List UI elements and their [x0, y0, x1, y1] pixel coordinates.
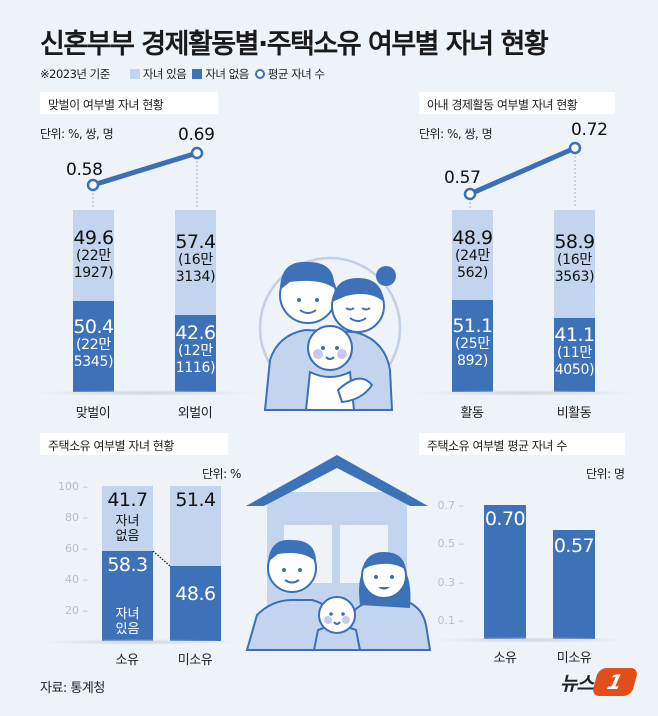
avg-value: 0.72: [571, 120, 608, 140]
baseline: [30, 390, 260, 396]
bar-owner-average: 0.70: [484, 505, 526, 639]
x-label: 미소유: [556, 651, 592, 666]
y-tick: 100 –: [58, 480, 88, 493]
bar-non-owner-average: 0.57: [553, 530, 595, 639]
x-label: 미소유: [177, 653, 213, 668]
legend-item-without-children: 자녀 없음: [192, 66, 249, 82]
unit-label: 단위: %, 쌍, 명: [419, 127, 493, 141]
logo-text: 뉴스: [560, 672, 594, 695]
x-label: 활동: [460, 406, 484, 421]
segment-without-children: 51.4: [170, 486, 221, 566]
bar-single-income: 57.4 (16만 3134) 42.6 (12만 1116): [175, 210, 216, 392]
y-tick: 40 –: [65, 573, 88, 586]
avg-value: 0.57: [444, 168, 481, 188]
unit-label: 단위: %: [202, 467, 241, 481]
page-title: 신혼부부 경제활동별·주택소유 여부별 자녀 현황: [40, 29, 549, 60]
segment-with-children: 49.6 (22만 1927): [73, 210, 114, 301]
segment-with-children: 58.9 (16만 3563): [554, 210, 595, 318]
baseline: [430, 637, 630, 643]
y-tick: 20 –: [65, 604, 88, 617]
unit-label: 단위: %, 쌍, 명: [40, 127, 114, 141]
segment-with-children: 57.4 (16만 3134): [175, 210, 216, 315]
y-tick: 60 –: [65, 542, 88, 555]
family-hug-illustration: [258, 256, 402, 411]
x-label: 소유: [493, 651, 517, 666]
dark-square-icon: [192, 69, 203, 79]
y-tick: 0.3 –: [437, 576, 465, 589]
segment-with-children: 48.9 (24만 562): [452, 210, 493, 300]
x-label: 외벌이: [177, 406, 213, 421]
avg-value: 0.69: [178, 125, 215, 145]
bar-non-owner: 51.4 48.6: [170, 486, 221, 641]
unit-label: 단위: 명: [586, 467, 625, 481]
bar-dual-income: 49.6 (22만 1927) 50.4 (22만 5345): [73, 210, 114, 392]
baseline: [40, 639, 240, 645]
segment-without-children: 41.7 자녀 없음: [102, 486, 153, 551]
legend-item-average: 평균 자녀 수: [254, 66, 325, 82]
x-label: 맞벌이: [75, 406, 111, 421]
news1-logo: 뉴스 1: [560, 668, 639, 696]
source-note: 자료: 통계청: [40, 681, 105, 696]
segment-without-children: 41.1 (11만 4050): [554, 318, 595, 392]
x-label: 소유: [115, 653, 139, 668]
segment-without-children: 42.6 (12만 1116): [175, 315, 216, 392]
y-tick: 0.7 –: [437, 499, 465, 512]
x-label: 비활동: [556, 406, 592, 421]
legend-item-with-children: 자녀 있음: [129, 66, 187, 82]
panel-title: 주택소유 여부별 평균 자녀 수: [419, 433, 625, 455]
light-square-icon: [129, 69, 140, 79]
baseline: [410, 390, 640, 396]
basis-note: ※2023년 기준: [40, 67, 110, 81]
house-family-illustration: [245, 455, 432, 651]
circle-marker-icon: [254, 69, 265, 79]
bar-inactive: 58.9 (16만 3563) 41.1 (11만 4050): [554, 210, 595, 392]
segment-without-children: 51.1 (25만 892): [452, 300, 493, 392]
logo-mark-icon: 1: [591, 668, 639, 696]
legend: ※2023년 기준 자녀 있음 자녀 없음 평균 자녀 수: [40, 66, 325, 82]
y-tick: 0.5 –: [437, 537, 465, 550]
segment-value: 0.57: [553, 530, 595, 639]
y-tick: 0.1 –: [437, 614, 465, 627]
panel-title: 아내 경제활동 여부별 자녀 현황: [419, 92, 615, 114]
segment-value: 0.70: [484, 505, 526, 639]
panel-title: 맞벌이 여부별 자녀 현황: [40, 92, 218, 114]
bar-active: 48.9 (24만 562) 51.1 (25만 892): [452, 210, 493, 392]
segment-without-children: 50.4 (22만 5345): [73, 301, 114, 392]
avg-value: 0.58: [66, 160, 103, 180]
segment-with-children: 48.6: [170, 566, 221, 641]
y-tick: 80 –: [65, 511, 88, 524]
panel-title: 주택소유 여부별 자녀 현황: [40, 433, 228, 455]
bar-owner: 41.7 자녀 없음 58.3 자녀 있음: [102, 486, 153, 641]
segment-with-children: 58.3 자녀 있음: [102, 551, 153, 641]
